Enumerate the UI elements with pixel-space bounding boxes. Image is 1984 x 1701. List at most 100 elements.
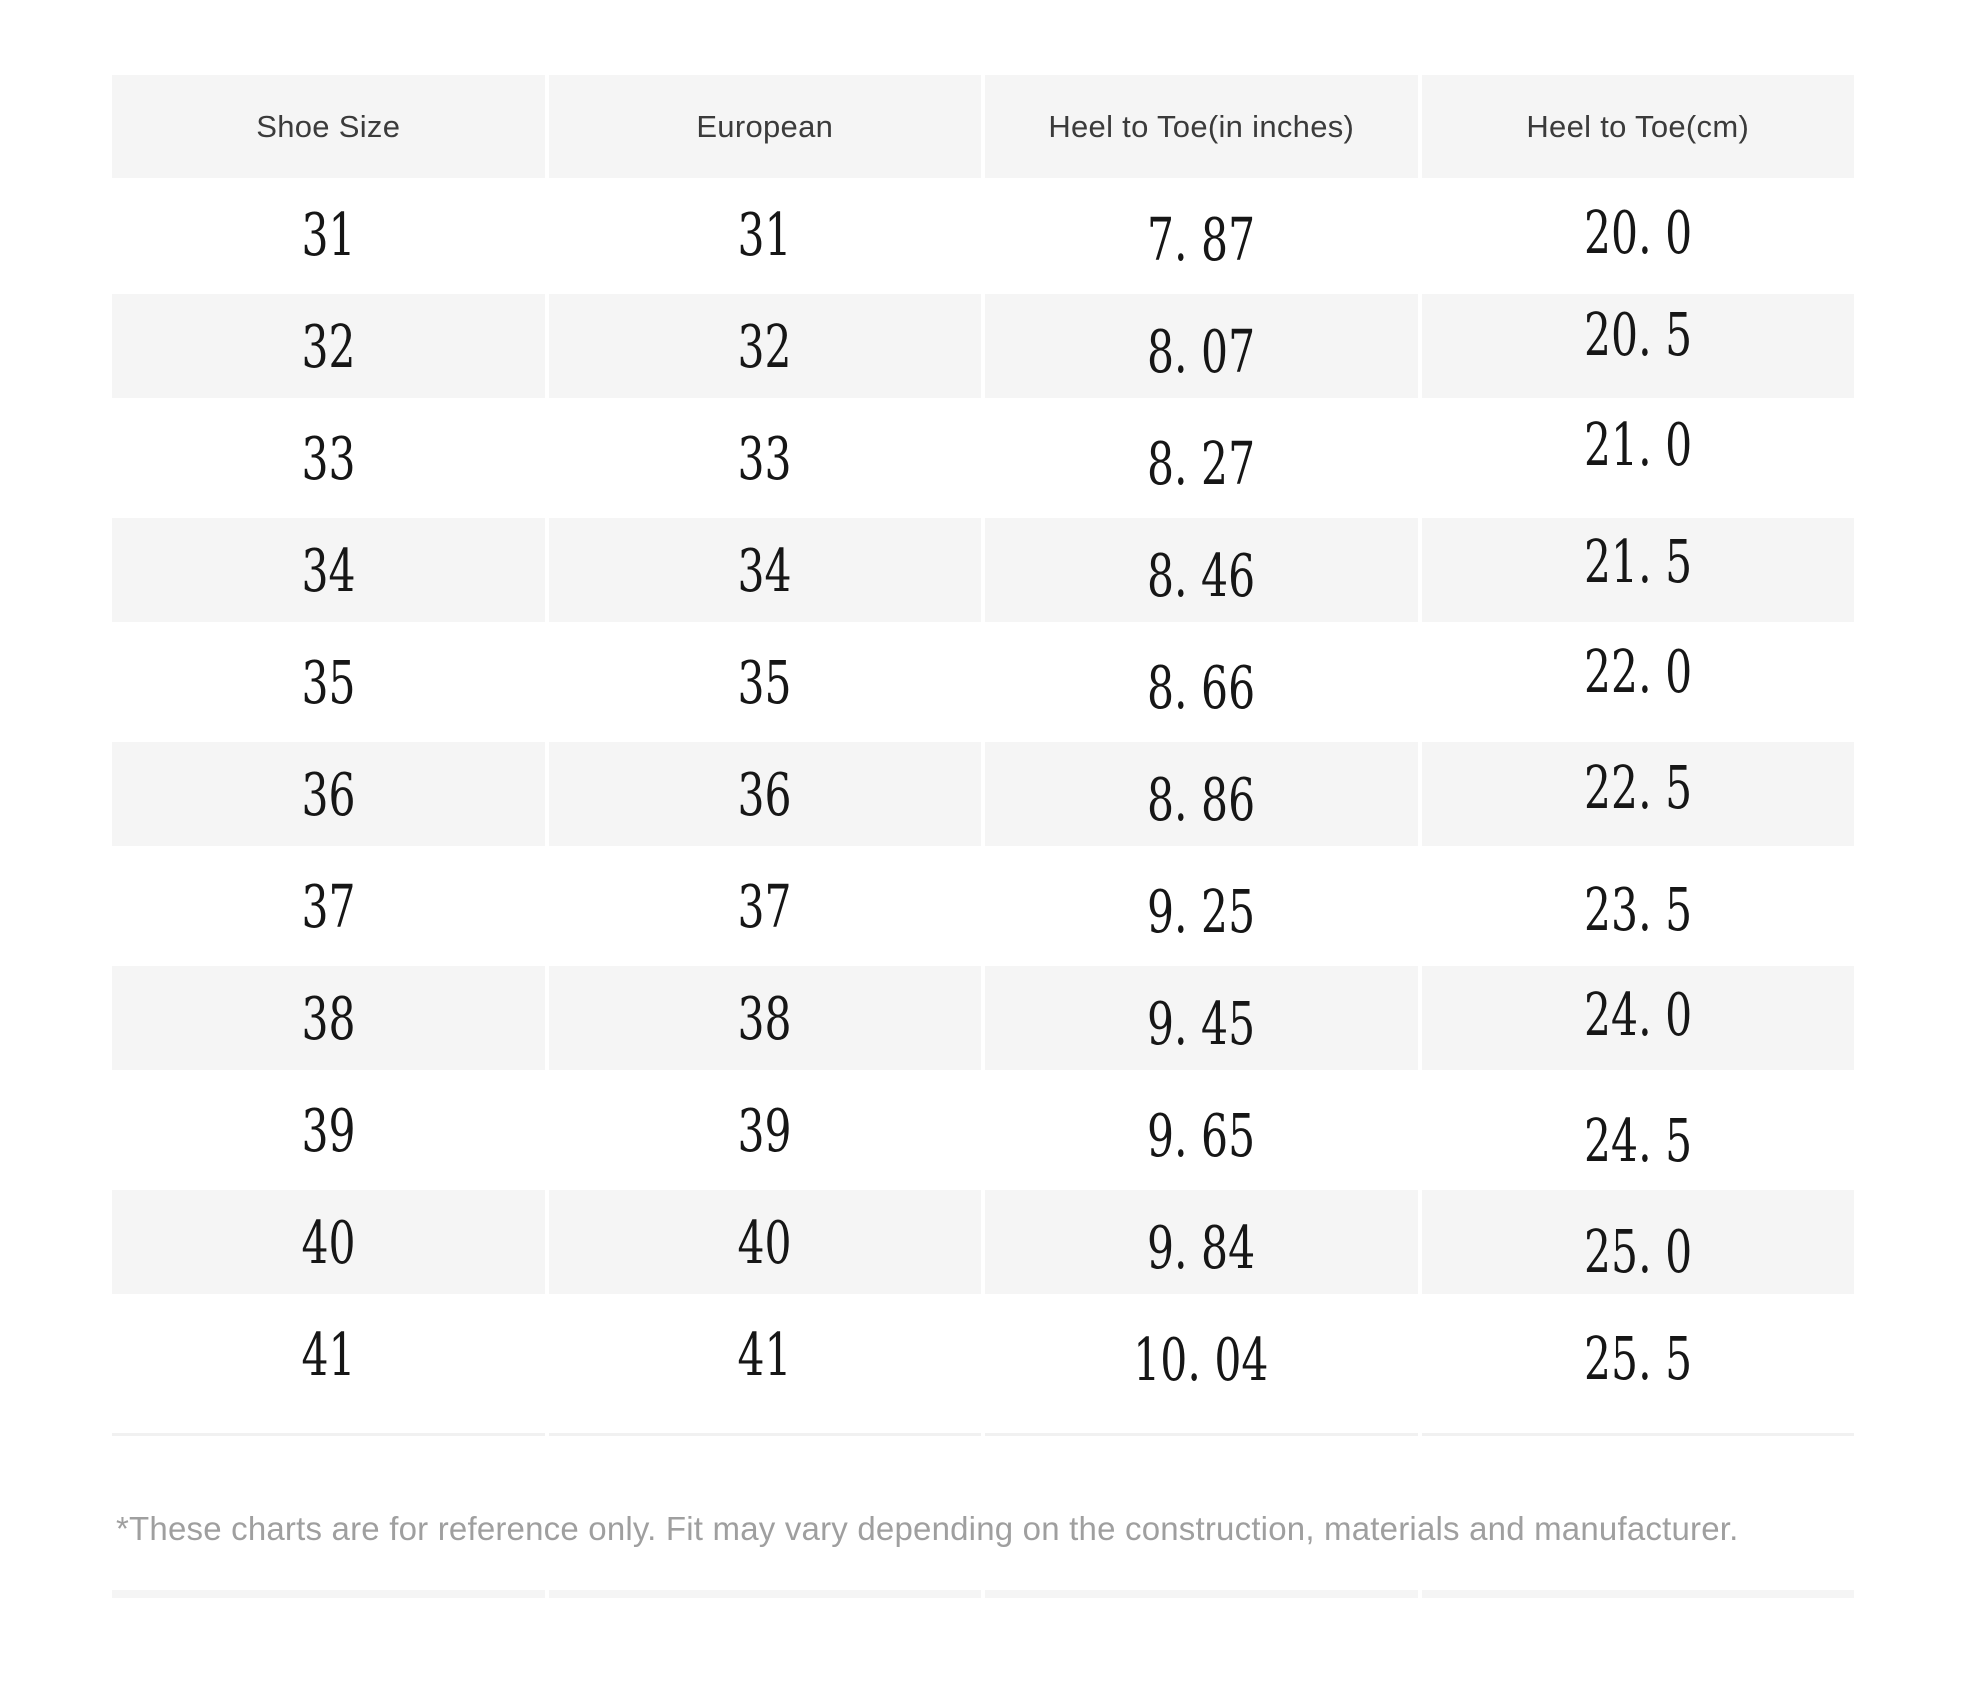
cell-european: 38 [548,962,981,1074]
shoe-size-value: 32 [301,311,356,381]
table-row: 41 41 10. 04 25. 5 [112,1298,1854,1410]
divider-segment [985,1433,1418,1436]
inches-value: 9. 45 [1147,988,1256,1058]
header-cell-heel-to-toe-inches: Heel to Toe(in inches) [985,75,1418,178]
cm-value: 22. 0 [1583,636,1692,706]
european-value: 37 [737,871,792,941]
cell-heel-to-toe-inches: 8. 66 [985,626,1418,738]
shoe-size-value: 37 [301,871,356,941]
cell-heel-to-toe-cm: 24. 0 [1421,962,1854,1074]
shoe-size-value: 39 [301,1095,356,1165]
cell-european: 40 [548,1186,981,1298]
inches-value: 9. 65 [1147,1100,1256,1170]
cm-value: 24. 5 [1583,1105,1692,1175]
cell-shoe-size: 35 [112,626,545,738]
cell-shoe-size: 41 [112,1298,545,1410]
european-value: 33 [737,423,792,493]
cell-european: 33 [549,402,982,514]
shoe-size-value: 41 [301,1319,356,1389]
shoe-size-value: 34 [301,535,356,605]
divider-segment [112,1433,545,1436]
cell-shoe-size: 39 [112,1074,545,1186]
cell-european: 31 [549,178,982,290]
shoe-size-value: 35 [301,647,356,717]
cm-value: 25. 0 [1583,1216,1692,1286]
cell-shoe-size: 38 [112,962,545,1074]
cell-heel-to-toe-inches: 8. 46 [985,514,1418,626]
table-bottom-divider [112,1433,1854,1436]
reference-note: *These charts are for reference only. Fi… [116,1510,1739,1547]
table-row: 37 37 9. 25 23. 5 [112,850,1854,962]
divider-segment [1421,1433,1854,1436]
inches-value: 7. 87 [1147,204,1256,274]
cell-heel-to-toe-inches: 8. 07 [985,290,1418,402]
bar-segment [985,1590,1418,1598]
european-value: 35 [737,647,792,717]
cell-heel-to-toe-cm: 21. 5 [1421,514,1854,626]
european-value: 32 [737,311,792,381]
european-value: 39 [737,1095,792,1165]
bar-segment [548,1590,981,1598]
cell-shoe-size: 31 [112,178,545,290]
cell-heel-to-toe-inches: 8. 86 [985,738,1418,850]
cm-value: 22. 5 [1583,752,1692,822]
cell-heel-to-toe-cm: 20. 0 [1422,178,1855,290]
cm-value: 25. 5 [1583,1323,1692,1393]
table-row: 40 40 9. 84 25. 0 [112,1186,1854,1298]
inches-value: 8. 46 [1147,540,1256,610]
table-row: 35 35 8. 66 22. 0 [112,626,1854,738]
inches-value: 9. 84 [1147,1212,1256,1282]
table-row: 36 36 8. 86 22. 5 [112,738,1854,850]
cell-heel-to-toe-cm: 20. 5 [1421,290,1854,402]
header-cell-shoe-size: Shoe Size [112,75,545,178]
cell-heel-to-toe-cm: 22. 5 [1421,738,1854,850]
european-value: 36 [737,759,792,829]
cell-heel-to-toe-inches: 9. 45 [985,962,1418,1074]
cm-value: 20. 5 [1583,299,1692,369]
cell-shoe-size: 34 [112,514,545,626]
header-cell-heel-to-toe-cm: Heel to Toe(cm) [1421,75,1854,178]
bar-segment [1421,1590,1854,1598]
cell-shoe-size: 36 [112,738,545,850]
cm-value: 21. 5 [1583,526,1692,596]
cell-heel-to-toe-inches: 9. 65 [985,1074,1418,1186]
cm-value: 20. 0 [1583,197,1692,267]
cell-heel-to-toe-inches: 10. 04 [985,1298,1418,1410]
divider-segment [548,1433,981,1436]
cell-heel-to-toe-inches: 9. 84 [985,1186,1418,1298]
cell-shoe-size: 40 [112,1186,545,1298]
header-cell-european: European [548,75,981,178]
table-row: 32 32 8. 07 20. 5 [112,290,1854,402]
table-row: 39 39 9. 65 24. 5 [112,1074,1854,1186]
shoe-size-value: 40 [301,1207,356,1277]
inches-value: 10. 04 [1133,1324,1269,1394]
cell-heel-to-toe-inches: 9. 25 [985,850,1418,962]
shoe-size-value: 31 [301,199,356,269]
cell-shoe-size: 32 [112,290,545,402]
cell-european: 41 [549,1298,982,1410]
inches-value: 8. 86 [1147,764,1256,834]
cell-european: 36 [548,738,981,850]
table-header-row: Shoe Size European Heel to Toe(in inches… [112,75,1854,178]
european-value: 40 [737,1207,792,1277]
cell-european: 37 [549,850,982,962]
cell-heel-to-toe-cm: 22. 0 [1422,626,1855,738]
cell-shoe-size: 37 [112,850,545,962]
cell-heel-to-toe-inches: 8. 27 [985,402,1418,514]
cell-european: 39 [549,1074,982,1186]
next-table-top-bars [112,1590,1854,1598]
cell-heel-to-toe-cm: 25. 5 [1422,1298,1855,1410]
inches-value: 8. 07 [1147,316,1256,386]
cm-value: 24. 0 [1583,979,1692,1049]
cell-heel-to-toe-cm: 23. 5 [1422,850,1855,962]
cell-heel-to-toe-inches: 7. 87 [985,178,1418,290]
cell-european: 35 [549,626,982,738]
shoe-size-value: 36 [301,759,356,829]
size-table: Shoe Size European Heel to Toe(in inches… [112,75,1854,1410]
european-value: 38 [737,983,792,1053]
cell-heel-to-toe-cm: 24. 5 [1422,1074,1855,1186]
cm-value: 23. 5 [1583,874,1692,944]
table-row: 34 34 8. 46 21. 5 [112,514,1854,626]
cell-european: 32 [548,290,981,402]
cell-shoe-size: 33 [112,402,545,514]
